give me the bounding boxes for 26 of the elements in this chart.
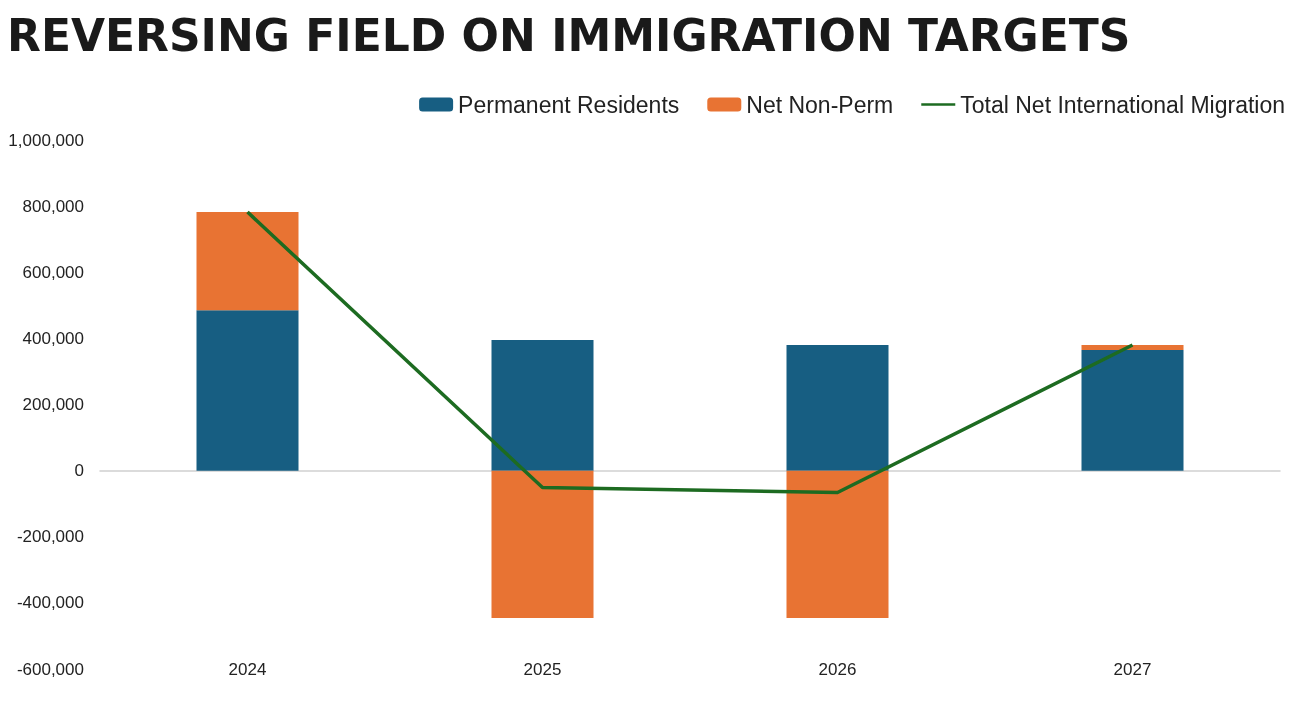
bar bbox=[786, 470, 889, 619]
bar bbox=[1081, 349, 1184, 471]
x-tick-label: 2027 bbox=[1113, 660, 1152, 679]
y-tick-label: 800,000 bbox=[22, 196, 84, 216]
bar bbox=[786, 344, 889, 471]
y-tick-label: -200,000 bbox=[16, 527, 84, 547]
line-series bbox=[245, 210, 1135, 495]
y-tick-label: 600,000 bbox=[22, 262, 84, 282]
y-tick-label: -600,000 bbox=[16, 659, 84, 679]
bar bbox=[196, 310, 299, 471]
bar bbox=[196, 212, 299, 311]
bar bbox=[491, 470, 594, 619]
x-tick-label: 2025 bbox=[523, 660, 562, 679]
bar bbox=[1081, 344, 1184, 350]
y-tick-label: -400,000 bbox=[16, 593, 84, 613]
chart-title: REVERSING FIELD ON IMMIGRATION TARGETS bbox=[7, 9, 1131, 61]
bar bbox=[491, 340, 594, 471]
legend-label: Total Net International Migration bbox=[960, 91, 1286, 118]
x-tick-label: 2026 bbox=[818, 660, 857, 679]
x-tick-label: 2024 bbox=[228, 660, 267, 679]
y-tick-label: 0 bbox=[74, 461, 84, 481]
y-tick-label: 1,000,000 bbox=[8, 130, 84, 150]
legend-label: Permanent Residents bbox=[458, 91, 680, 118]
y-tick-label: 400,000 bbox=[22, 328, 84, 348]
legend-label: Net Non-Perm bbox=[746, 91, 894, 118]
y-tick-label: 200,000 bbox=[22, 395, 84, 414]
